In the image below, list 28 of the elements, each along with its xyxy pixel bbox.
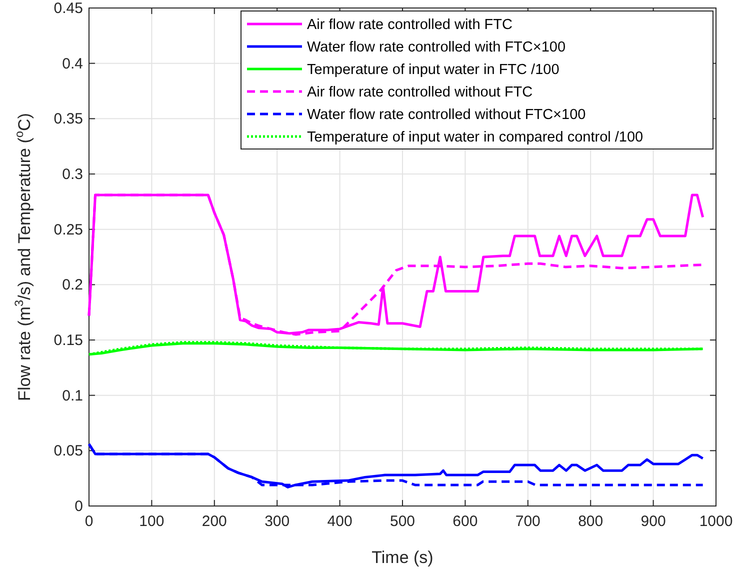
y-tick-label: 0.35 xyxy=(54,110,83,128)
y-tick-label: 0 xyxy=(74,498,83,515)
x-tick-label: 200 xyxy=(202,513,227,530)
x-tick-label: 1000 xyxy=(699,513,733,530)
x-tick-label: 600 xyxy=(452,513,478,530)
legend-label: Air flow rate controlled without FTC xyxy=(307,84,533,100)
x-tick-label: 100 xyxy=(139,513,164,530)
legend-label: Air flow rate controlled with FTC xyxy=(307,17,512,33)
y-tick-label: 0.45 xyxy=(54,0,83,17)
x-tick-label: 700 xyxy=(515,513,540,530)
x-tick-label: 500 xyxy=(390,513,416,530)
y-tick-label: 0.05 xyxy=(54,442,83,460)
legend-label: Water flow rate controlled with FTC×100 xyxy=(307,40,566,56)
y-tick-label: 0.3 xyxy=(62,166,83,183)
legend-label: Water flow rate controlled without FTC×100 xyxy=(307,107,586,123)
x-tick-label: 900 xyxy=(640,513,666,530)
x-tick-label: 400 xyxy=(327,513,352,530)
y-tick-label: 0.4 xyxy=(62,55,83,72)
y-tick-label: 0.25 xyxy=(54,221,83,238)
legend-label: Temperature of input water in compared control /100 xyxy=(307,130,644,146)
y-tick-label: 0.15 xyxy=(54,332,83,349)
y-tick-label: 0.1 xyxy=(62,387,83,404)
x-tick-label: 800 xyxy=(578,513,604,530)
y-tick-label: 0.2 xyxy=(62,276,83,294)
x-tick-label: 0 xyxy=(84,513,94,530)
x-tick-label: 300 xyxy=(264,513,290,530)
legend-label: Temperature of input water in FTC /100 xyxy=(307,62,560,78)
x-axis-title: Time (s) xyxy=(372,548,434,567)
